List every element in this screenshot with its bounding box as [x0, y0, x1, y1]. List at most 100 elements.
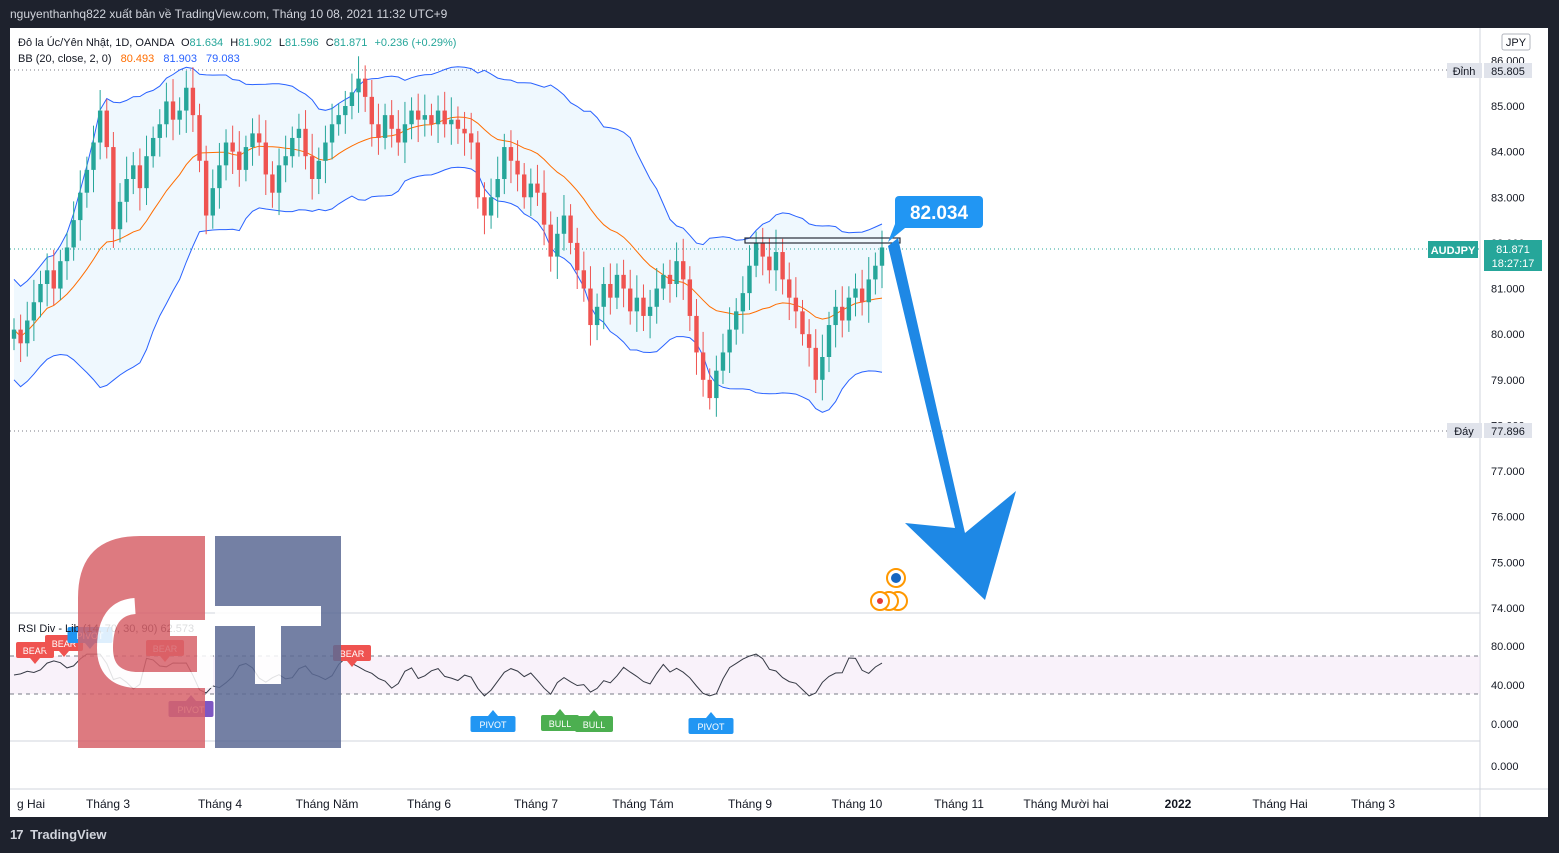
svg-text:BEAR: BEAR — [52, 639, 77, 649]
candle-body — [528, 183, 534, 198]
candle-body — [356, 78, 361, 93]
svg-text:BEAR: BEAR — [340, 649, 365, 659]
price-tick-label: 77.000 — [1491, 466, 1525, 478]
time-tick-label: 2022 — [1165, 797, 1192, 811]
event-flags[interactable] — [870, 568, 908, 611]
candle-body — [647, 306, 653, 316]
candle-body — [329, 124, 335, 143]
candle-body — [184, 87, 189, 111]
candle-body — [634, 297, 640, 312]
candle-body — [422, 115, 428, 120]
candle-body — [170, 101, 176, 120]
candle-body — [502, 147, 507, 180]
candle-body — [11, 329, 17, 339]
candle-body — [157, 124, 162, 138]
time-tick-label: Tháng Năm — [296, 797, 359, 811]
candle-body — [150, 137, 156, 157]
candle-body — [376, 124, 381, 138]
tradingview-brand: TradingView — [30, 827, 107, 842]
candle-body — [806, 334, 812, 348]
publish-header: nguyenthanhq822 xuất bản về TradingView.… — [0, 0, 1559, 28]
candle-body — [263, 142, 268, 175]
time-tick-label: g Hai — [17, 797, 45, 811]
candle-body — [541, 192, 547, 225]
candle-body — [687, 279, 693, 316]
flag-icon — [891, 573, 901, 583]
candle-body — [588, 288, 593, 326]
candle-body — [873, 265, 878, 280]
resistance-box — [744, 237, 901, 244]
candle-body — [740, 293, 746, 312]
currency-badge[interactable]: JPY — [1501, 33, 1531, 51]
rsi-signal-bull: BULL — [541, 709, 579, 731]
flag-icon — [877, 598, 883, 604]
svg-text:81.871: 81.871 — [1496, 244, 1530, 256]
bb-fill — [14, 66, 882, 413]
rsi-signal-bear: BEAR — [333, 645, 371, 667]
chart-canvas[interactable]: 82.034 Đô la Úc/Yên Nhật, 1D, OANDA O81.… — [10, 28, 1548, 817]
candle-body — [38, 283, 43, 303]
candle-body — [415, 110, 421, 120]
candle-body — [409, 110, 414, 125]
tradingview-logo[interactable]: 17 TradingView — [10, 827, 106, 842]
candle-body — [694, 315, 699, 353]
rsi-tick: 80.000 — [1491, 641, 1525, 653]
time-tick-label: Tháng Mười hai — [1023, 797, 1108, 811]
candle-body — [429, 115, 434, 125]
candle-body — [628, 288, 633, 312]
candle-body — [256, 133, 262, 143]
candle-body — [349, 92, 355, 106]
candle-body — [853, 288, 858, 298]
high-tag: Đỉnh 85.805 — [1447, 63, 1532, 78]
time-tick-label: Tháng 3 — [86, 797, 130, 811]
bb-legend-label: BB (20, close, 2, 0) — [18, 53, 112, 65]
candle-body — [316, 160, 321, 180]
bb-lower-line — [13, 166, 883, 413]
price-tick-label: 85.000 — [1491, 101, 1525, 113]
chart-frame[interactable]: 82.034 Đô la Úc/Yên Nhật, 1D, OANDA O81.… — [10, 28, 1548, 817]
svg-text:AUDJPY: AUDJPY — [1431, 245, 1476, 257]
rsi-signal-pivot: PIVOT — [688, 712, 734, 734]
candle-body — [714, 370, 719, 399]
candle-body — [455, 119, 461, 129]
candle-body — [621, 274, 626, 289]
candle-body — [309, 156, 315, 180]
candle-body — [568, 215, 573, 243]
candle-body — [230, 142, 235, 152]
candle-body — [515, 160, 520, 175]
time-axis[interactable]: g Hai Tháng 3 Tháng 4 Tháng Năm Tháng 6 Tháng… — [17, 797, 1395, 811]
candle-body — [396, 128, 401, 143]
candle-body — [78, 192, 83, 221]
candle-body — [866, 279, 871, 303]
gt-logo — [78, 536, 341, 748]
candle-body — [800, 311, 805, 335]
rsi-signal-bear: BEAR — [16, 642, 54, 664]
price-tick-label: 81.000 — [1491, 284, 1525, 296]
price-tick-label: 86.000 — [1491, 55, 1525, 67]
rsi-tick: 40.000 — [1491, 680, 1525, 692]
price-tick-label: 76.000 — [1491, 512, 1525, 524]
candle-body — [840, 306, 845, 321]
candle-body — [859, 288, 865, 303]
down-arrow — [888, 238, 1016, 600]
candle-body — [767, 256, 772, 271]
svg-text:85.805: 85.805 — [1491, 66, 1525, 78]
candle-body — [442, 110, 447, 125]
candle-body — [131, 165, 136, 180]
time-tick-label: Tháng 10 — [832, 797, 883, 811]
callout-text: 82.034 — [910, 203, 969, 224]
candle-body — [581, 270, 587, 289]
candle-body — [846, 297, 852, 321]
candle-body — [177, 110, 182, 120]
svg-text:BEAR: BEAR — [23, 646, 48, 656]
candle-body — [614, 274, 620, 298]
price-tick-label: 83.000 — [1491, 192, 1525, 204]
time-tick-label: Tháng Hai — [1252, 797, 1307, 811]
candle-body — [84, 169, 90, 193]
time-tick-label: Tháng 9 — [728, 797, 772, 811]
candle-body — [197, 115, 202, 161]
candle-body — [833, 306, 838, 326]
svg-text:JPY: JPY — [1506, 37, 1527, 49]
price-tick-label: 75.000 — [1491, 557, 1525, 569]
svg-text:18:27:17: 18:27:17 — [1492, 258, 1535, 270]
